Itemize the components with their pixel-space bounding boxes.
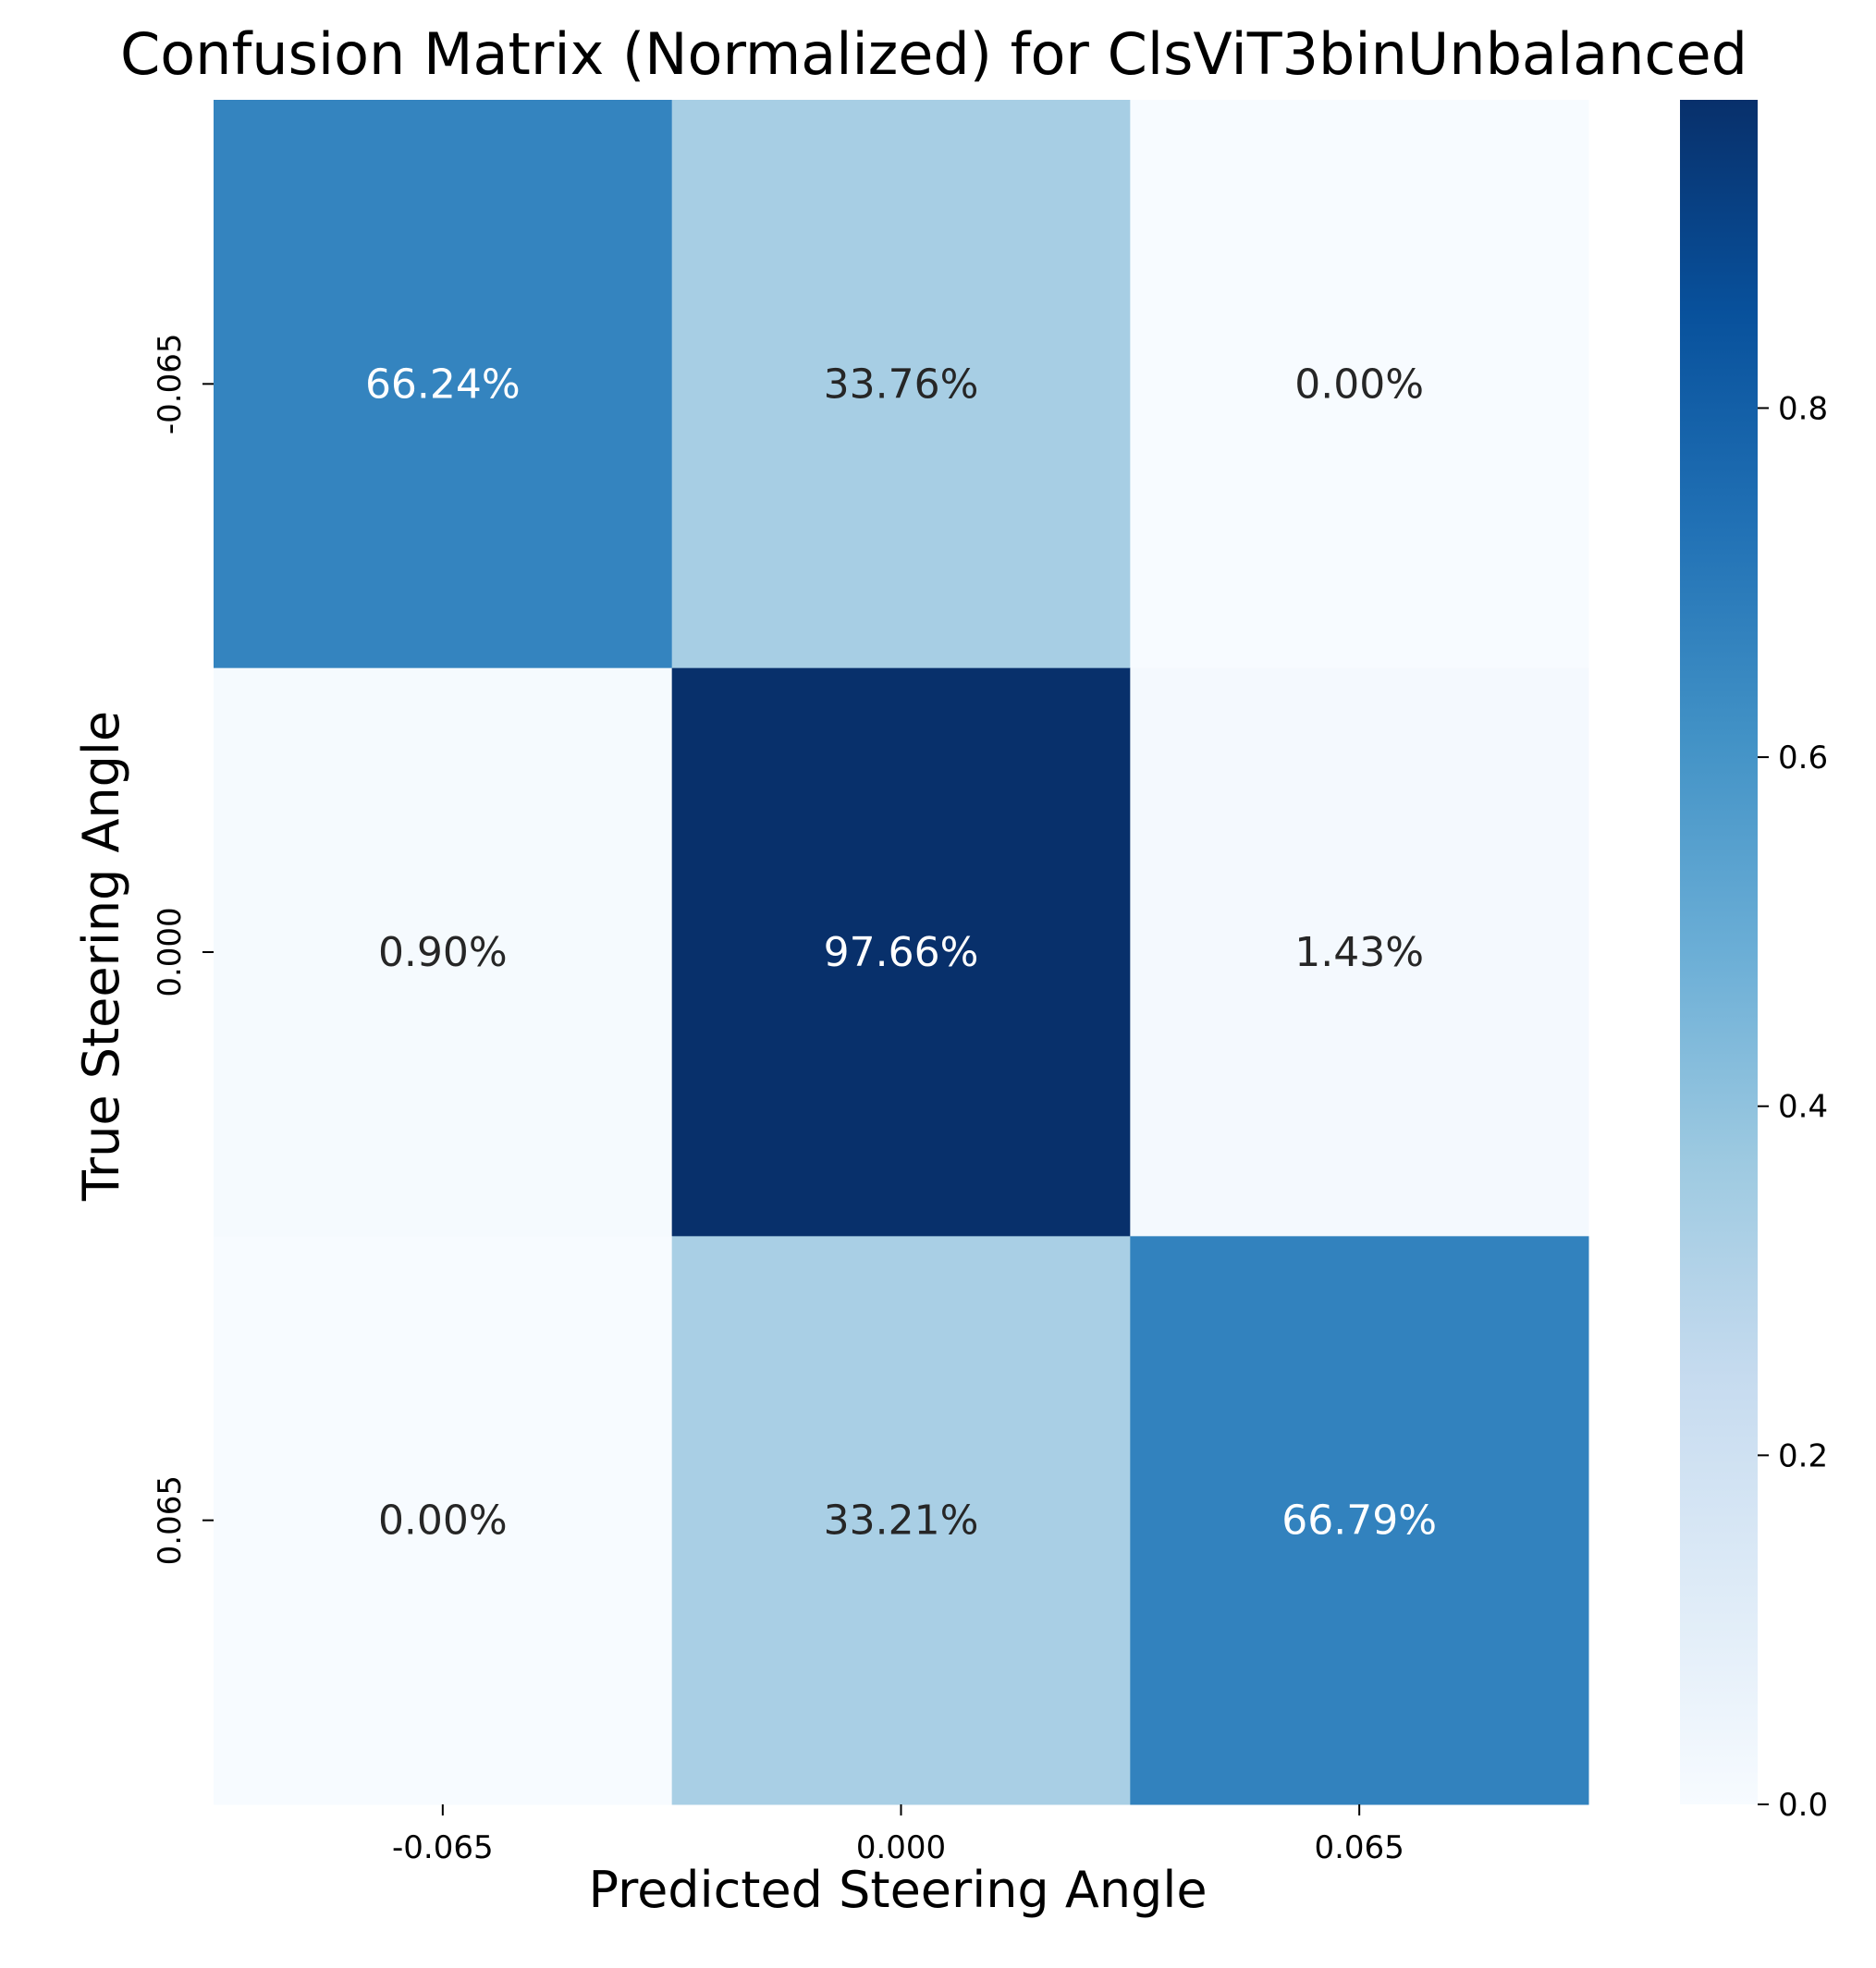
heatmap-cell <box>671 1236 1131 1805</box>
heatmap-cell-label: 66.24% <box>365 361 521 408</box>
heatmap-cells <box>214 100 1589 1805</box>
heatmap-cell <box>214 100 673 669</box>
heatmap-cell-label: 97.66% <box>824 929 979 976</box>
colorbar-tick-label: 0.8 <box>1778 390 1828 427</box>
heatmap-cell <box>1130 100 1589 669</box>
colorbar-ticks: 0.0 0.2 0.4 0.6 0.8 <box>1758 390 1828 1824</box>
colorbar-gradient <box>1680 100 1758 1804</box>
heatmap-cell <box>1130 1236 1589 1805</box>
heatmap-cell-label: 1.43% <box>1294 929 1424 976</box>
colorbar-tick-label: 0.4 <box>1778 1089 1828 1126</box>
colorbar-tick-label: 0.0 <box>1778 1787 1828 1824</box>
heatmap-cell <box>671 100 1131 669</box>
colorbar-tick-label: 0.6 <box>1778 740 1828 776</box>
heatmap-cell-label: 0.00% <box>378 1497 508 1545</box>
y-axis-title: True Steering Angle <box>72 711 130 1202</box>
heatmap-cell <box>214 667 673 1237</box>
y-tick-label: -0.065 <box>152 334 189 435</box>
x-tick-label: 0.065 <box>1314 1829 1404 1866</box>
y-tick-label: 0.000 <box>152 907 189 996</box>
heatmap-cell-label: 0.90% <box>378 929 508 976</box>
x-axis-title: Predicted Steering Angle <box>588 1861 1207 1919</box>
heatmap-cell-label: 33.76% <box>824 361 979 408</box>
y-tick-label: 0.065 <box>152 1475 189 1565</box>
colorbar: 0.0 0.2 0.4 0.6 0.8 <box>1680 100 1828 1824</box>
x-tick-label: -0.065 <box>392 1829 494 1866</box>
heatmap-cell <box>1130 667 1589 1237</box>
colorbar-tick-label: 0.2 <box>1778 1437 1828 1474</box>
chart-title: Confusion Matrix (Normalized) for ClsViT… <box>120 20 1747 88</box>
y-axis: -0.065 0.000 0.065 <box>152 334 214 1565</box>
heatmap-cell-label: 66.79% <box>1281 1497 1437 1545</box>
x-tick-label: 0.000 <box>856 1829 946 1866</box>
heatmap-cell-label: 0.00% <box>1294 361 1424 408</box>
heatmap-cell-labels: 66.24% 33.76% 0.00% 0.90% 97.66% 1.43% 0.00% 33… <box>365 361 1437 1544</box>
heatmap-cell <box>214 1236 673 1805</box>
heatmap-cell-label: 33.21% <box>824 1497 979 1545</box>
x-axis: -0.065 0.000 0.065 <box>392 1804 1404 1866</box>
heatmap-cell <box>671 667 1131 1237</box>
